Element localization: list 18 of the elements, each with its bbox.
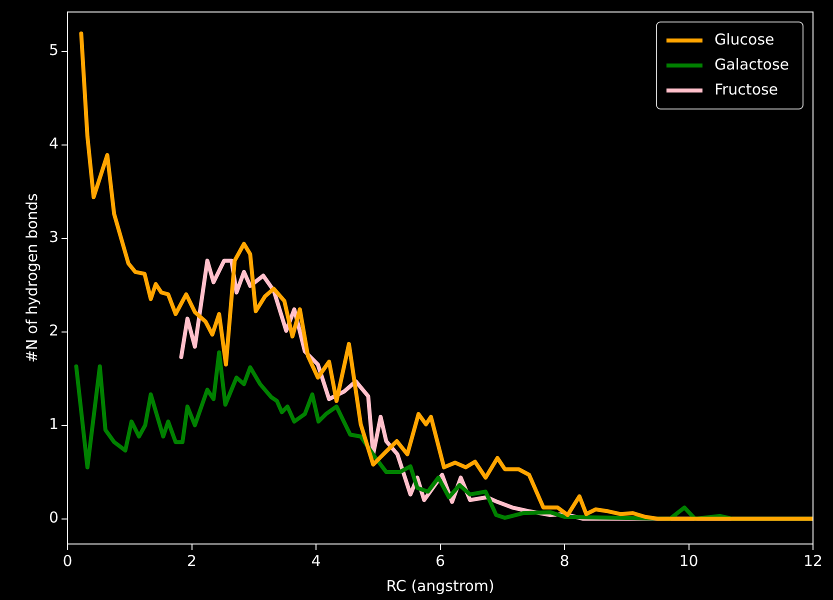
y-tick-label: 5 [48,41,59,60]
x-tick-label: 12 [803,552,823,570]
x-tick-label: 2 [187,552,197,570]
x-tick-label: 4 [311,552,321,570]
y-axis-title: #N of hydrogen bonds [22,193,41,363]
legend-label: Fructose [714,80,778,98]
legend-label: Glucose [714,30,774,48]
y-tick-label: 2 [48,322,59,340]
y-tick-label: 0 [48,508,59,527]
y-tick-label: 1 [48,415,59,434]
x-axis-title: RC (angstrom) [386,576,494,595]
x-tick-label: 8 [560,552,570,570]
y-tick-label: 4 [48,134,59,153]
x-tick-label: 0 [62,552,72,570]
y-tick-label: 3 [48,228,59,246]
x-tick-label: 10 [679,552,698,570]
legend-label: Galactose [714,55,790,74]
x-tick-label: 6 [436,552,446,570]
